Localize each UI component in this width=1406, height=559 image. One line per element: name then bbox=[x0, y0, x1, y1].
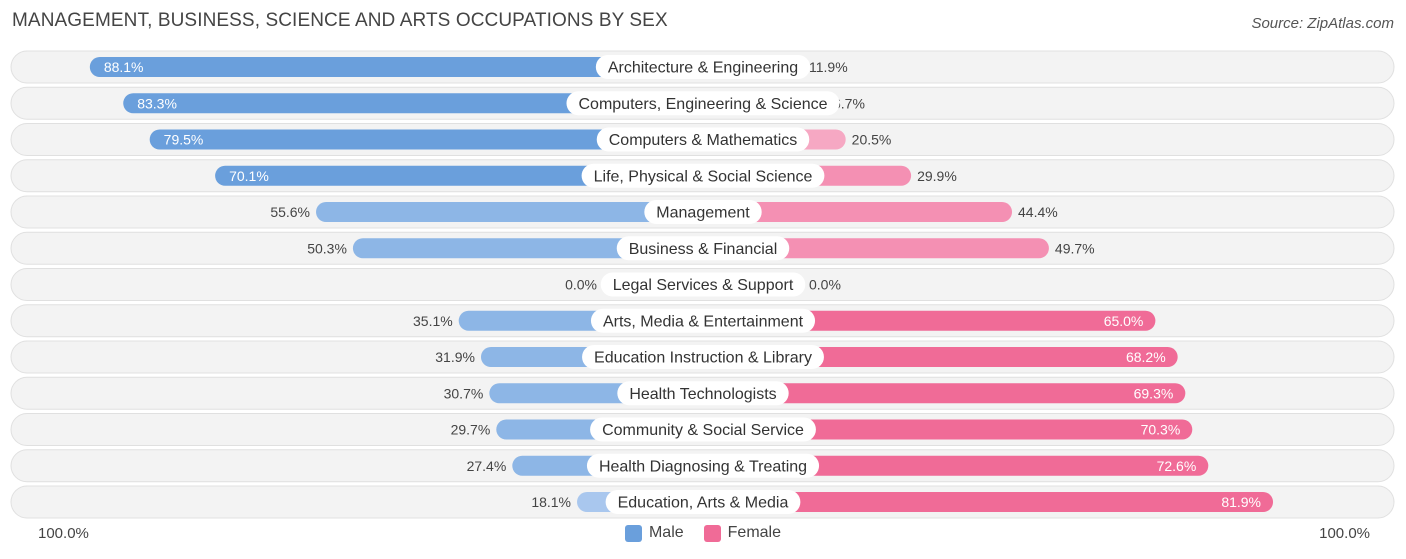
legend-male: Male bbox=[624, 524, 684, 542]
female-value-label: 81.9% bbox=[1221, 494, 1261, 510]
female-value-label: 11.9% bbox=[809, 59, 848, 75]
category-label: Arts, Media & Entertainment bbox=[603, 313, 804, 330]
category-label-pill bbox=[586, 453, 820, 478]
category-label-pill bbox=[600, 272, 806, 297]
bar-female bbox=[703, 383, 1186, 404]
bar-male bbox=[215, 165, 703, 186]
female-value-label: 20.5% bbox=[852, 132, 892, 148]
bar-female bbox=[703, 202, 1013, 222]
category-label: Education, Arts & Media bbox=[618, 495, 789, 512]
chart-row: 50.3% 49.7% Business & Financial bbox=[10, 231, 1395, 265]
chart-row: 70.1% 29.9% Life, Physical & Social Scienc… bbox=[10, 159, 1395, 193]
bar-male bbox=[123, 93, 704, 114]
chart-title: MANAGEMENT, BUSINESS, SCIENCE AND ARTS O… bbox=[12, 10, 668, 31]
bar-female bbox=[703, 238, 1049, 259]
category-label: Business & Financial bbox=[629, 241, 778, 258]
category-label: Computers, Engineering & Science bbox=[578, 96, 827, 113]
bar-male bbox=[149, 129, 703, 150]
female-value-label: 44.4% bbox=[1018, 204, 1058, 220]
male-value-label: 55.6% bbox=[270, 204, 310, 220]
legend: Male Female bbox=[0, 524, 1406, 542]
female-value-label: 68.2% bbox=[1126, 349, 1166, 365]
bar-female bbox=[703, 492, 1274, 512]
category-label: Management bbox=[656, 205, 750, 222]
axis-left-label: 100.0% bbox=[38, 525, 89, 542]
female-value-label: 69.3% bbox=[1134, 385, 1174, 401]
male-value-label: 29.7% bbox=[451, 422, 491, 438]
chart-row: 29.7% 70.3% Community & Social Service bbox=[10, 413, 1395, 446]
female-value-label: 72.6% bbox=[1157, 458, 1197, 474]
chart-row: 18.1% 81.9% Education, Arts & Media bbox=[10, 485, 1395, 519]
male-value-label: 31.9% bbox=[435, 349, 475, 365]
axis-right-label: 100.0% bbox=[1319, 525, 1370, 542]
category-label: Education Instruction & Library bbox=[594, 350, 812, 367]
male-value-label: 70.1% bbox=[229, 168, 269, 184]
category-label: Community & Social Service bbox=[602, 422, 804, 439]
category-label-pill bbox=[566, 91, 840, 116]
category-label: Health Diagnosing & Treating bbox=[599, 458, 807, 475]
category-label: Architecture & Engineering bbox=[608, 60, 798, 77]
bar-male bbox=[316, 202, 703, 222]
legend-female-label: Female bbox=[727, 524, 782, 541]
chart-row: 55.6% 44.4% Management bbox=[10, 195, 1395, 229]
female-value-label: 0.0% bbox=[809, 277, 841, 293]
chart-row: 0.0% 0.0% Legal Services & Support bbox=[10, 268, 1395, 301]
category-label-pill bbox=[581, 163, 825, 188]
female-value-label: 65.0% bbox=[1104, 313, 1144, 329]
legend-male-swatch bbox=[624, 524, 642, 542]
category-label-pill bbox=[582, 345, 824, 369]
legend-female: Female bbox=[703, 524, 782, 542]
male-value-label: 35.1% bbox=[413, 313, 453, 329]
category-label-pill bbox=[644, 200, 762, 224]
chart-row: 31.9% 68.2% Education Instruction & Librar… bbox=[10, 340, 1395, 374]
legend-female-swatch bbox=[703, 524, 721, 542]
male-value-label: 50.3% bbox=[307, 240, 347, 256]
female-value-label: 49.7% bbox=[1055, 240, 1095, 256]
chart-row: 30.7% 69.3% Health Technologists bbox=[10, 376, 1395, 410]
category-label-pill bbox=[616, 236, 790, 261]
male-value-label: 79.5% bbox=[164, 132, 204, 148]
male-value-label: 83.3% bbox=[137, 95, 177, 111]
chart-row: 88.1% 11.9% Architecture & Engineering bbox=[10, 50, 1395, 84]
female-value-label: 29.9% bbox=[917, 168, 957, 184]
chart-row: 79.5% 20.5% Computers & Mathematics bbox=[10, 123, 1395, 156]
legend-male-label: Male bbox=[648, 524, 684, 541]
category-label-pill bbox=[595, 55, 811, 79]
bar-female bbox=[703, 310, 1156, 331]
male-value-label: 27.4% bbox=[467, 458, 507, 474]
male-value-label: 18.1% bbox=[531, 494, 571, 510]
category-label-pill bbox=[590, 308, 816, 333]
male-value-label: 0.0% bbox=[565, 277, 597, 293]
bar-female bbox=[703, 419, 1193, 440]
category-label: Life, Physical & Social Science bbox=[594, 168, 813, 185]
category-label-pill bbox=[617, 381, 789, 406]
category-label: Legal Services & Support bbox=[613, 277, 794, 294]
bar-female bbox=[703, 455, 1209, 476]
category-label: Computers & Mathematics bbox=[609, 132, 798, 149]
category-label: Health Technologists bbox=[629, 386, 776, 403]
source-credit: Source: ZipAtlas.com bbox=[1251, 15, 1394, 32]
male-value-label: 88.1% bbox=[104, 59, 144, 75]
bar-male bbox=[352, 238, 703, 259]
chart-row: 35.1% 65.0% Arts, Media & Entertainment bbox=[10, 304, 1395, 338]
category-label-pill bbox=[590, 417, 816, 442]
category-label-pill bbox=[605, 490, 801, 514]
bar-male bbox=[89, 57, 704, 77]
chart-row: 27.4% 72.6% Health Diagnosing & Treating bbox=[10, 449, 1395, 483]
male-value-label: 30.7% bbox=[444, 385, 484, 401]
chart-row: 83.3% 16.7%Computers, Engineering & Scien… bbox=[10, 86, 1395, 120]
female-value-label: 70.3% bbox=[1141, 422, 1181, 438]
category-label-pill bbox=[596, 127, 810, 152]
